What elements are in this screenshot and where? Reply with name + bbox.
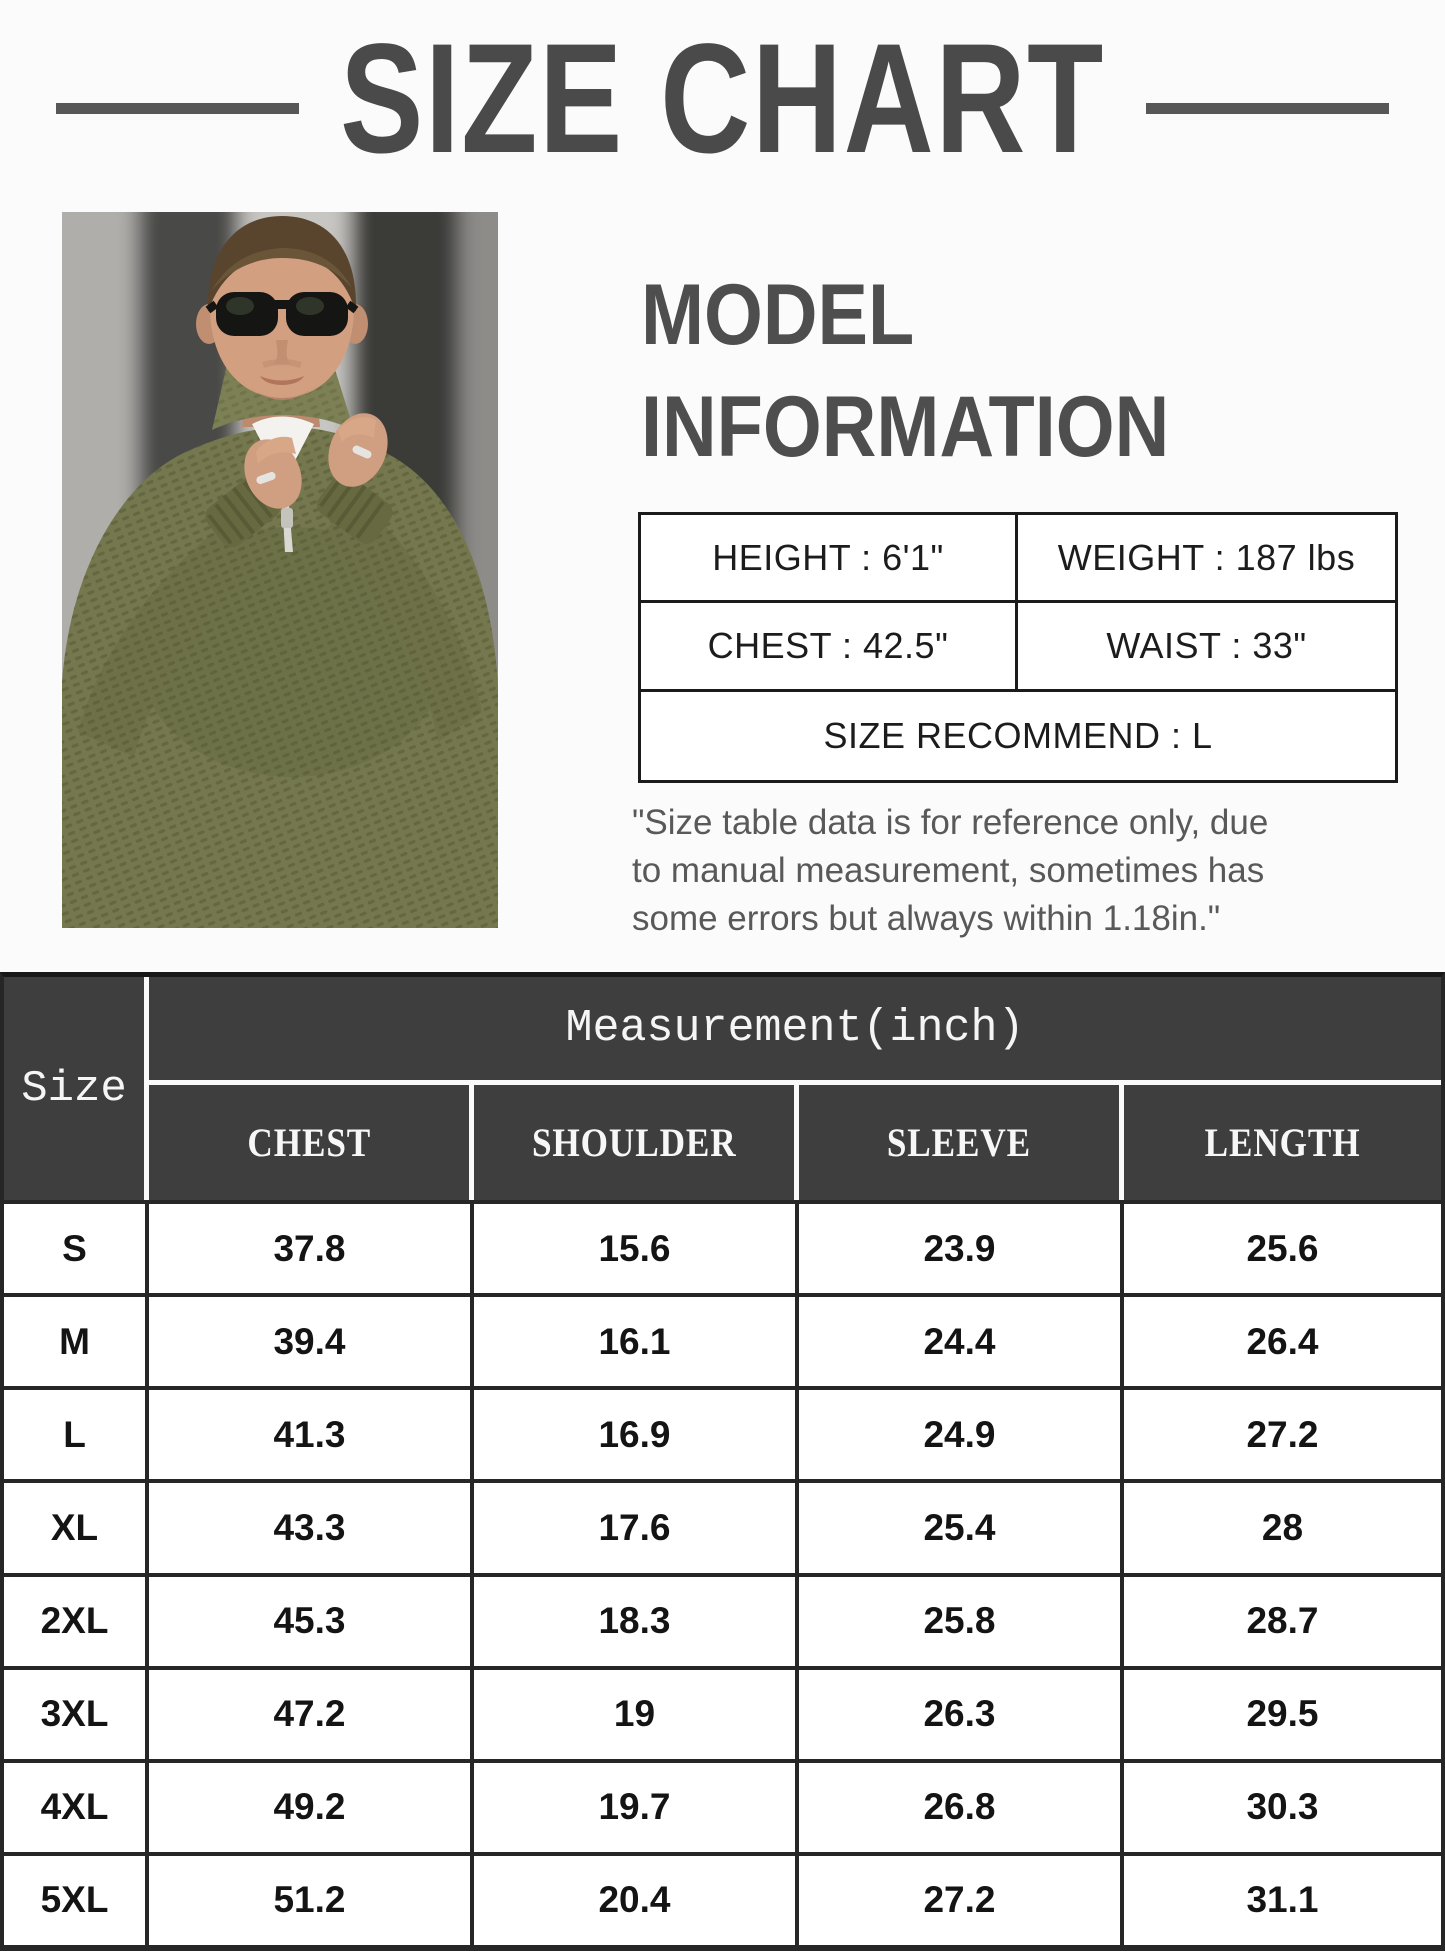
column-header-chest: CHEST xyxy=(149,1085,474,1200)
disclaimer-line2: to manual measurement, sometimes has xyxy=(632,851,1265,890)
column-header-shoulder: SHOULDER xyxy=(474,1085,799,1200)
table-corner-size-label: Size xyxy=(4,977,149,1200)
cell-chest: 39.4 xyxy=(149,1293,474,1387)
disclaimer-text: "Size table data is for reference only, … xyxy=(632,799,1268,943)
cell-length: 26.4 xyxy=(1124,1293,1441,1386)
model-information-heading: MODEL INFORMATION xyxy=(641,259,1169,483)
cell-length: 27.2 xyxy=(1124,1386,1441,1479)
cell-length: 29.5 xyxy=(1124,1665,1441,1759)
cell-chest: 51.2 xyxy=(149,1851,474,1945)
cell-sleeve: 25.8 xyxy=(799,1572,1124,1666)
cell-chest: 45.3 xyxy=(149,1572,474,1666)
model-hands xyxy=(244,413,388,509)
row-size-label: 2XL xyxy=(4,1572,149,1666)
sweater-cuff-right xyxy=(317,473,393,544)
cell-sleeve: 24.4 xyxy=(799,1293,1124,1387)
cell-shoulder: 19.7 xyxy=(474,1758,799,1852)
stat-size-recommend: SIZE RECOMMEND : L xyxy=(823,714,1213,756)
page-title: SIZE CHART xyxy=(340,12,1105,186)
model-heading-line2: INFORMATION xyxy=(641,379,1170,475)
cell-sleeve: 24.9 xyxy=(799,1386,1124,1480)
cell-length: 31.1 xyxy=(1124,1851,1441,1945)
row-size-label: M xyxy=(4,1293,149,1387)
cell-sleeve: 23.9 xyxy=(799,1200,1124,1294)
model-stats-table: HEIGHT : 6'1" WEIGHT : 187 lbs CHEST : 4… xyxy=(638,512,1398,783)
cell-shoulder: 15.6 xyxy=(474,1200,799,1294)
cell-shoulder: 19 xyxy=(474,1665,799,1759)
cell-shoulder: 16.9 xyxy=(474,1386,799,1480)
row-size-label: S xyxy=(4,1200,149,1294)
cell-shoulder: 17.6 xyxy=(474,1479,799,1573)
row-size-label: 5XL xyxy=(4,1851,149,1945)
cell-shoulder: 18.3 xyxy=(474,1572,799,1666)
title-dash-right xyxy=(1146,103,1389,114)
cell-length: 30.3 xyxy=(1124,1758,1441,1852)
cell-chest: 41.3 xyxy=(149,1386,474,1480)
row-size-label: 3XL xyxy=(4,1665,149,1759)
table-group-header: Measurement(inch) xyxy=(149,977,1441,1085)
cell-shoulder: 20.4 xyxy=(474,1851,799,1945)
lips xyxy=(260,376,304,385)
model-head xyxy=(196,216,368,400)
model-figure xyxy=(62,216,498,928)
cell-sleeve: 25.4 xyxy=(799,1479,1124,1573)
column-header-sleeve: SLEEVE xyxy=(799,1085,1124,1200)
row-size-label: XL xyxy=(4,1479,149,1573)
title-dash-left xyxy=(56,103,299,114)
cell-sleeve: 27.2 xyxy=(799,1851,1124,1945)
sunglasses xyxy=(205,292,359,336)
disclaimer-line1: "Size table data is for reference only, … xyxy=(632,803,1269,842)
hair xyxy=(207,216,357,312)
model-heading-line1: MODEL xyxy=(641,267,915,363)
cell-sleeve: 26.8 xyxy=(799,1758,1124,1852)
stat-chest: CHEST : 42.5" xyxy=(641,603,1018,692)
size-measurement-table: Size Measurement(inch) CHEST SHOULDER SL… xyxy=(0,972,1445,1951)
cell-chest: 49.2 xyxy=(149,1758,474,1852)
stat-height: HEIGHT : 6'1" xyxy=(641,515,1018,604)
disclaimer-line3: some errors but always within 1.18in." xyxy=(632,899,1221,938)
cell-length: 25.6 xyxy=(1124,1200,1441,1293)
model-photo-illustration xyxy=(62,212,498,928)
cell-length: 28.7 xyxy=(1124,1572,1441,1666)
model-photo xyxy=(62,212,498,928)
row-size-label: L xyxy=(4,1386,149,1480)
cell-chest: 43.3 xyxy=(149,1479,474,1573)
row-size-label: 4XL xyxy=(4,1758,149,1852)
column-header-length: LENGTH xyxy=(1124,1085,1441,1200)
cell-chest: 47.2 xyxy=(149,1665,474,1759)
cell-chest: 37.8 xyxy=(149,1200,474,1294)
stat-waist: WAIST : 33" xyxy=(1018,603,1395,692)
cell-shoulder: 16.1 xyxy=(474,1293,799,1387)
cell-length: 28 xyxy=(1124,1479,1441,1572)
stat-weight: WEIGHT : 187 lbs xyxy=(1018,515,1395,604)
cell-sleeve: 26.3 xyxy=(799,1665,1124,1759)
